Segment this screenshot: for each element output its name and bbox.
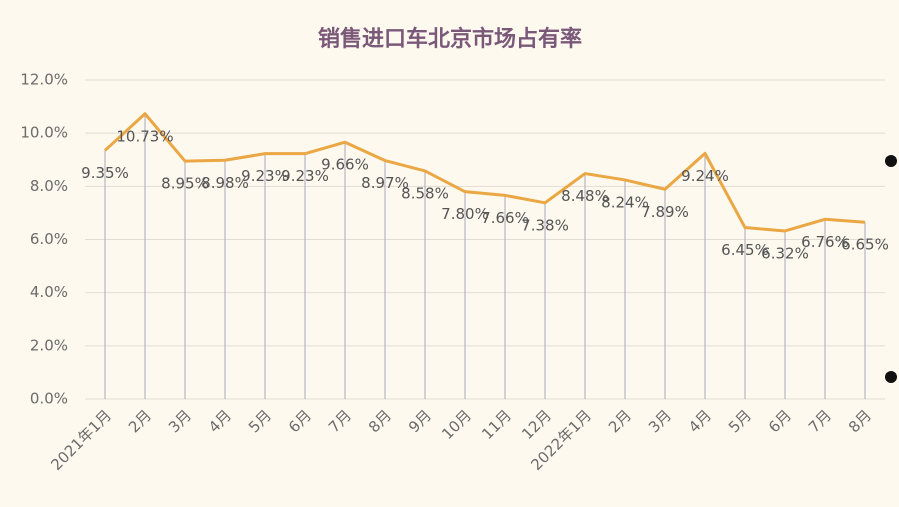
x-tick-label: 2021年1月 [47,406,115,474]
x-tick-label: 11月 [478,406,515,443]
x-tick-label: 4月 [685,406,715,436]
x-tick-label: 6月 [765,406,795,436]
data-label: 6.45% [721,241,769,259]
x-tick-label: 6月 [285,406,315,436]
data-label: 7.89% [641,203,689,221]
y-tick-label: 4.0% [30,283,68,301]
x-tick-label: 10月 [438,406,475,443]
x-tick-label: 5月 [725,406,755,436]
x-tick-label: 3月 [645,406,675,436]
y-tick-label: 8.0% [30,177,68,195]
data-label: 9.66% [321,156,369,174]
y-tick-label: 6.0% [30,230,68,248]
data-label: 8.24% [601,193,649,211]
data-label: 6.32% [761,244,809,262]
line [103,112,866,233]
y-tick-label: 12.0% [20,71,68,89]
data-label: 7.38% [521,216,569,234]
data-label: 9.24% [681,167,729,185]
data-label: 8.58% [401,184,449,202]
data-label: 7.80% [441,205,489,223]
y-tick-label: 10.0% [20,124,68,142]
data-label: 6.76% [801,233,849,251]
x-tick-label: 4月 [205,406,235,436]
decor-dot [885,371,897,383]
x-tick-label: 2月 [125,406,155,436]
data-label: 9.23% [281,167,329,185]
data-label: 9.35% [81,164,129,182]
x-tick-label: 2月 [605,406,635,436]
data-label: 8.98% [201,174,249,192]
data-label: 9.23% [241,167,289,185]
data-label: 10.73% [116,127,173,145]
x-tick-label: 12月 [518,406,555,443]
x-tick-label: 5月 [245,406,275,436]
data-label: 8.97% [361,174,409,192]
data-label: 7.66% [481,209,529,227]
y-tick-label: 0.0% [30,390,68,408]
data-label: 8.48% [561,187,609,205]
data-label: 6.65% [841,236,889,254]
x-tick-label: 3月 [165,406,195,436]
x-tick-label: 9月 [405,406,435,436]
data-label: 8.95% [161,175,209,193]
x-tick-label: 8月 [365,406,395,436]
y-tick-label: 2.0% [30,336,68,354]
x-tick-label: 7月 [325,406,355,436]
x-tick-label: 8月 [845,406,875,436]
decor-dot [885,155,897,167]
chart-title: 销售进口车北京市场占有率 [318,26,582,52]
x-tick-label: 7月 [805,406,835,436]
